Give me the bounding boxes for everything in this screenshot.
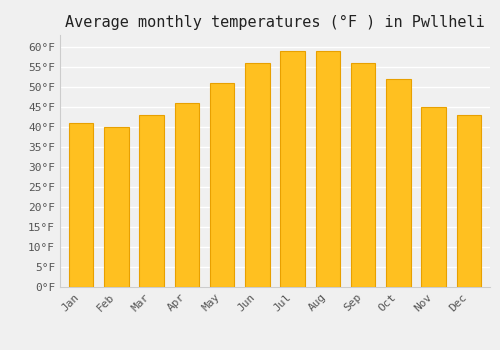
Bar	[456, 115, 481, 287]
Bar	[422, 107, 446, 287]
Bar	[280, 51, 305, 287]
Bar	[210, 83, 234, 287]
Title: Average monthly temperatures (°F ) in Pwllheli: Average monthly temperatures (°F ) in Pw…	[65, 15, 485, 30]
Bar	[386, 79, 410, 287]
Bar	[104, 127, 128, 287]
Bar	[174, 103, 199, 287]
Bar	[140, 115, 164, 287]
Bar	[316, 51, 340, 287]
Bar	[245, 63, 270, 287]
Bar	[69, 123, 94, 287]
Bar	[351, 63, 376, 287]
